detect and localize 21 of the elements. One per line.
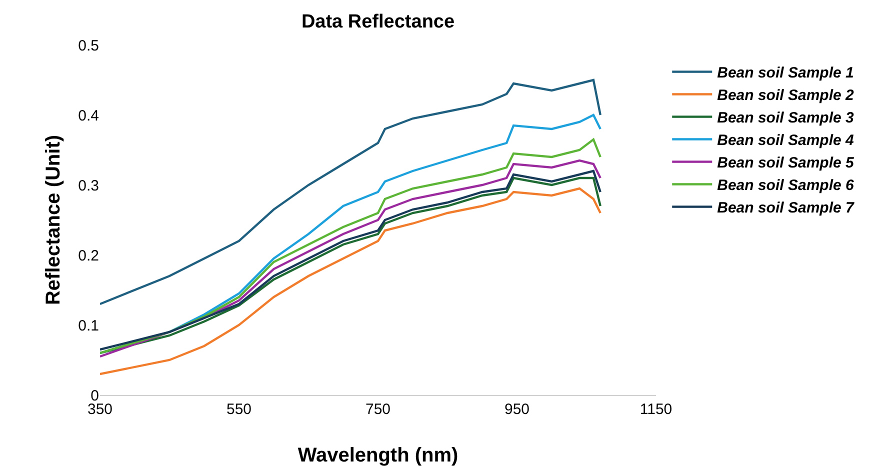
x-tick-label: 1150 [640, 401, 672, 418]
line-series [100, 187, 602, 376]
chart-title: Data Reflectance [301, 12, 455, 33]
x-axis-title: Wavelength (nm) [298, 444, 458, 466]
x-tick-label: 750 [365, 401, 391, 418]
legend-label: Bean soil Sample 1 [717, 64, 854, 82]
legend-label: Bean soil Sample 6 [717, 177, 854, 194]
y-tick-label: 0.4 [78, 107, 99, 124]
x-tick-label: 950 [504, 401, 530, 418]
y-tick-label: 0.5 [78, 37, 99, 54]
y-axis-title: Reflectance (Unit) [42, 134, 65, 306]
y-tick-label: 0.2 [78, 247, 99, 264]
legend-label: Bean soil Sample 5 [717, 154, 854, 172]
legend-label: Bean soil Sample 3 [717, 110, 854, 127]
legend-label: Bean soil Sample 7 [717, 200, 854, 217]
legend-label: Bean soil Sample 2 [717, 87, 854, 104]
y-tick-label: 0.3 [78, 177, 99, 194]
x-tick-label: 550 [226, 401, 252, 418]
line-series [100, 78, 602, 306]
y-tick-label: 0.1 [78, 317, 99, 334]
legend-label: Bean soil Sample 4 [717, 132, 854, 150]
